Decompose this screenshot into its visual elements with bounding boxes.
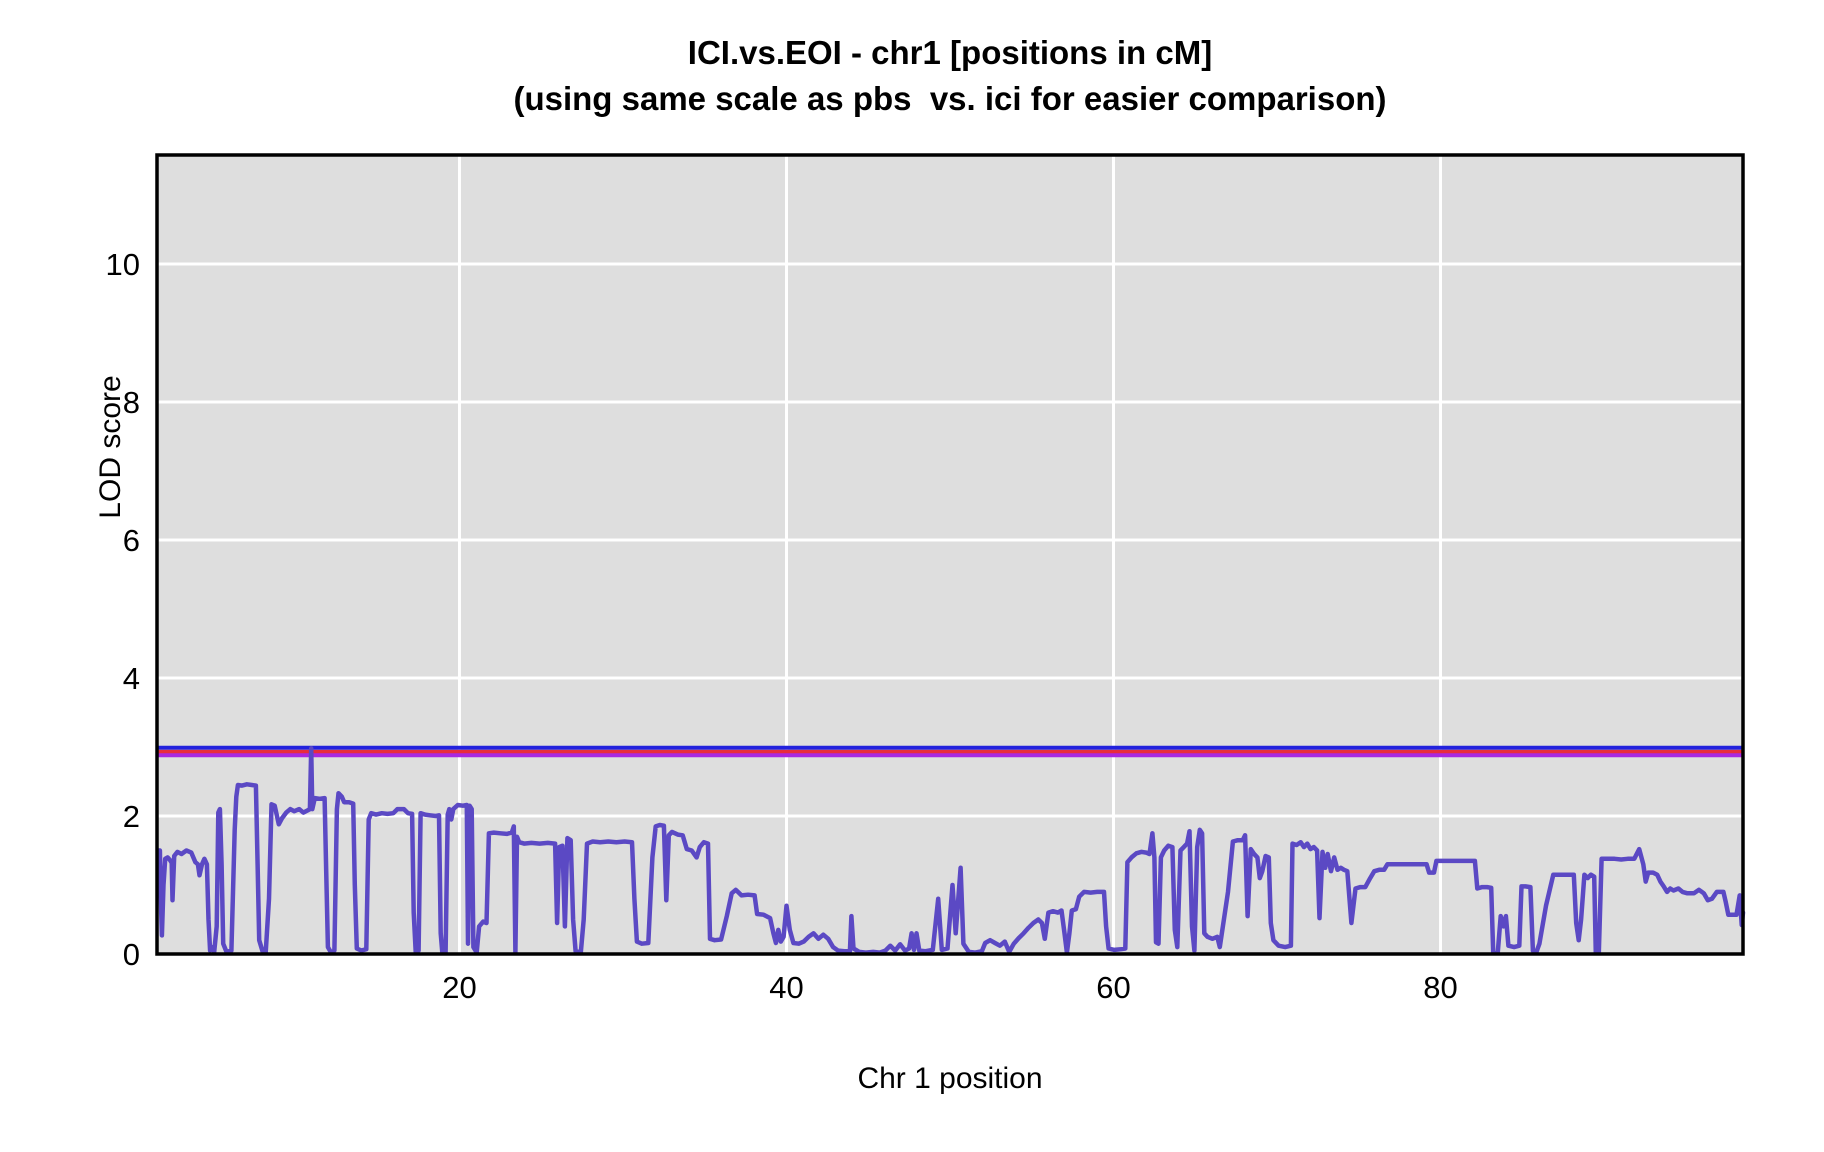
y-tick-label: 6	[123, 523, 140, 558]
chart-title: ICI.vs.EOI - chr1 [positions in cM]	[687, 34, 1213, 71]
lod-curve	[155, 746, 1746, 956]
y-tick-label: 10	[106, 247, 140, 282]
panel-border	[155, 153, 1745, 956]
x-tick-label: 20	[442, 970, 476, 1005]
x-axis-label: Chr 1 position	[857, 1062, 1043, 1095]
chart-title-block: ICI.vs.EOI - chr1 [positions in cM] (usi…	[157, 30, 1743, 122]
x-tick-label: 80	[1423, 970, 1457, 1005]
x-tick-label: 40	[769, 970, 803, 1005]
y-tick-label: 2	[123, 799, 140, 834]
chart-subtitle: (using same scale as pbs vs. ici for eas…	[513, 80, 1387, 117]
x-tick-label: 60	[1096, 970, 1130, 1005]
y-tick-label: 0	[123, 937, 140, 972]
y-tick-label: 4	[123, 661, 140, 696]
y-tick-label: 8	[123, 385, 140, 420]
plot-panel	[157, 155, 1743, 954]
